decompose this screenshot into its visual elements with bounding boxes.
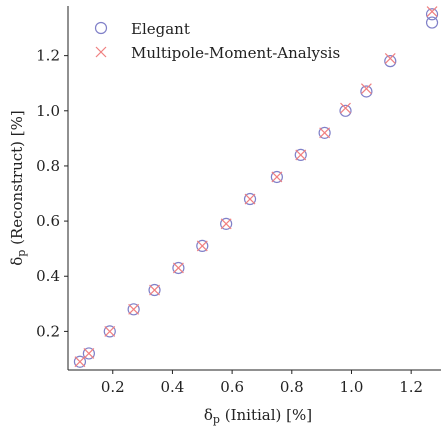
mma-point <box>340 102 351 114</box>
x-tick-group: 0.2 0.4 0.6 0.8 1.0 1.2 <box>101 370 423 396</box>
y-tick-label: 0.8 <box>36 157 60 175</box>
legend: Elegant Multipole-Moment-Analysis <box>94 20 340 62</box>
elegant-point <box>384 55 397 68</box>
elegant-point <box>425 16 439 29</box>
elegant-point <box>270 170 283 184</box>
mma-point <box>244 193 256 205</box>
y-tick-label: 0.2 <box>36 322 60 340</box>
data-marks <box>73 6 439 368</box>
x-tick-label: 1.2 <box>399 378 423 396</box>
y-tick-label: 1.0 <box>36 102 60 120</box>
mma-point <box>360 83 372 95</box>
mma-point <box>74 356 86 368</box>
mma-point <box>196 240 208 252</box>
elegant-point <box>220 217 233 230</box>
x-tick-label: 1.0 <box>340 378 364 396</box>
mma-point <box>426 6 438 17</box>
mma-point <box>220 218 232 230</box>
y-axis-label: δp (Reconstruct) [%] <box>8 110 28 266</box>
legend-mma-marker <box>95 46 107 58</box>
x-axis-label: δp (Initial) [%] <box>204 406 312 426</box>
elegant-point <box>73 355 87 368</box>
mma-point <box>83 348 95 359</box>
elegant-point <box>294 148 307 162</box>
y-tick-label: 0.6 <box>36 212 60 230</box>
elegant-point <box>82 347 95 360</box>
elegant-point <box>148 283 161 297</box>
legend-mma-label: Multipole-Moment-Analysis <box>131 44 340 62</box>
legend-elegant-marker <box>94 21 108 35</box>
elegant-point <box>103 325 116 338</box>
mma-point <box>128 303 140 315</box>
legend-elegant-label: Elegant <box>131 20 190 38</box>
x-tick-label: 0.8 <box>280 378 304 396</box>
mma-point <box>149 284 160 296</box>
mma-point <box>104 325 116 337</box>
x-tick-label: 0.4 <box>161 378 185 396</box>
mma-point <box>384 52 396 64</box>
elegant-point <box>127 303 140 316</box>
elegant-point <box>172 261 185 275</box>
mma-point <box>319 127 331 139</box>
elegant-point <box>318 126 331 139</box>
mma-point <box>172 262 184 274</box>
elegant-point <box>243 192 257 206</box>
x-tick-label: 0.6 <box>220 378 244 396</box>
elegant-point <box>425 8 439 21</box>
mma-point <box>295 149 307 161</box>
elegant-point <box>196 239 209 253</box>
mma-point <box>271 171 283 183</box>
elegant-point <box>360 85 373 98</box>
y-tick-group: 0.2 0.4 0.6 0.8 1.0 1.2 <box>36 47 68 340</box>
x-tick-label: 0.2 <box>101 378 125 396</box>
y-tick-label: 1.2 <box>36 47 60 65</box>
elegant-point <box>339 104 352 117</box>
y-tick-label: 0.4 <box>36 267 60 285</box>
